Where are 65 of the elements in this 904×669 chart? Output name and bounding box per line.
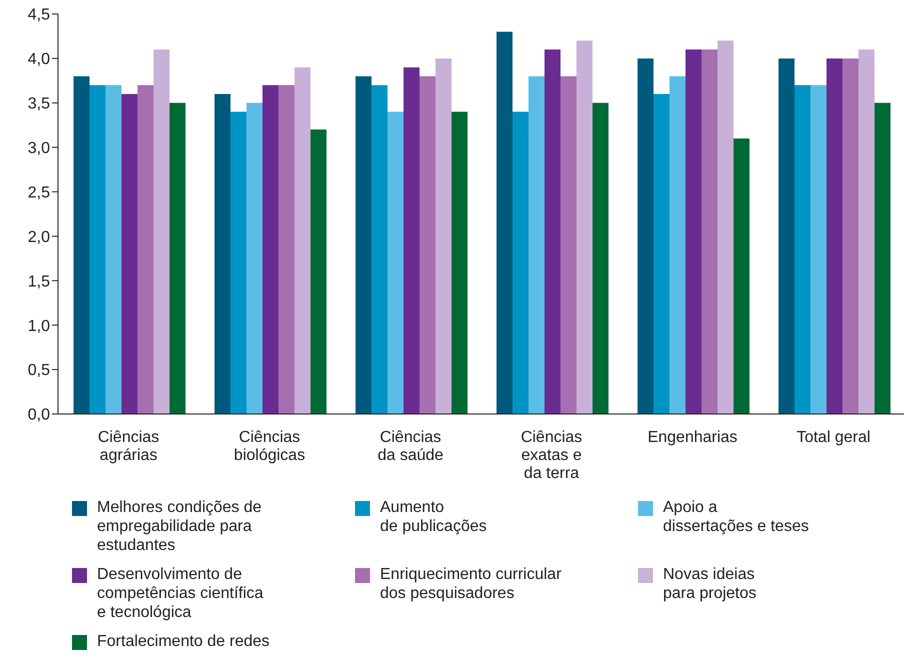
y-tick-label: 3,5 xyxy=(28,96,50,113)
bar xyxy=(90,85,106,414)
legend-label: Melhores condições de empregabilidade para estudantes xyxy=(97,498,262,555)
legend-label: Apoio a dissertações e teses xyxy=(663,498,809,536)
legend-label: Desenvolvimento de competências científica e tecnológica xyxy=(97,565,264,622)
y-tick-label: 4,5 xyxy=(28,6,50,24)
bar xyxy=(528,76,545,414)
bar xyxy=(810,85,827,414)
bar xyxy=(718,40,734,414)
bar xyxy=(74,76,90,414)
x-tick-label: Engenharias xyxy=(648,429,738,446)
bar xyxy=(512,112,529,414)
bar xyxy=(230,112,247,414)
bar xyxy=(544,50,561,414)
bar xyxy=(262,85,279,414)
x-tick-label: Ciências agrárias xyxy=(98,429,160,464)
bar xyxy=(138,85,154,414)
y-tick-label: 0,5 xyxy=(28,362,50,380)
bar xyxy=(170,102,186,414)
bar xyxy=(638,58,654,414)
bar xyxy=(388,112,404,414)
x-tick-label: Ciências exatas e da terra xyxy=(520,429,582,482)
legend-label: Novas ideias para projetos xyxy=(663,565,756,603)
bar xyxy=(436,58,452,414)
bar xyxy=(826,58,843,414)
bar xyxy=(778,58,795,414)
legend-label: Aumento de publicações xyxy=(380,498,487,536)
x-tick-label: Total geral xyxy=(796,429,870,446)
y-tick-label: 2,5 xyxy=(28,184,50,202)
bar xyxy=(404,67,420,414)
bar xyxy=(420,76,436,414)
bar xyxy=(734,138,750,414)
legend-label: Fortalecimento de redes xyxy=(97,632,270,651)
bar xyxy=(372,85,388,414)
bar xyxy=(452,112,468,414)
x-tick-label: Ciências da saúde xyxy=(378,429,444,464)
bar xyxy=(214,94,231,414)
y-tick-label: 1,5 xyxy=(28,273,50,290)
legend-label: Enriquecimento curricular dos pesquisadores xyxy=(380,565,562,603)
y-tick-label: 4,0 xyxy=(28,51,50,68)
bar xyxy=(670,76,686,414)
x-tick-label: Ciências biológicas xyxy=(234,429,306,464)
bar xyxy=(356,76,372,414)
bar xyxy=(154,50,170,414)
y-tick-label: 3,0 xyxy=(28,140,50,158)
bar xyxy=(842,58,859,414)
bar xyxy=(294,67,311,414)
bar xyxy=(576,40,593,414)
bar xyxy=(686,50,702,414)
bar xyxy=(310,130,327,414)
bar xyxy=(246,102,263,414)
bar xyxy=(702,50,718,414)
bar xyxy=(858,50,875,414)
bar xyxy=(122,94,138,414)
bar xyxy=(496,32,513,414)
y-tick-label: 1,0 xyxy=(28,318,50,335)
bar xyxy=(592,102,609,414)
bar xyxy=(794,85,811,414)
bar xyxy=(874,102,891,414)
bar xyxy=(106,85,122,414)
bar xyxy=(560,76,577,414)
bar xyxy=(654,94,670,414)
bar xyxy=(278,85,295,414)
y-tick-label: 0,0 xyxy=(28,406,50,424)
y-tick-label: 2,0 xyxy=(28,228,50,246)
